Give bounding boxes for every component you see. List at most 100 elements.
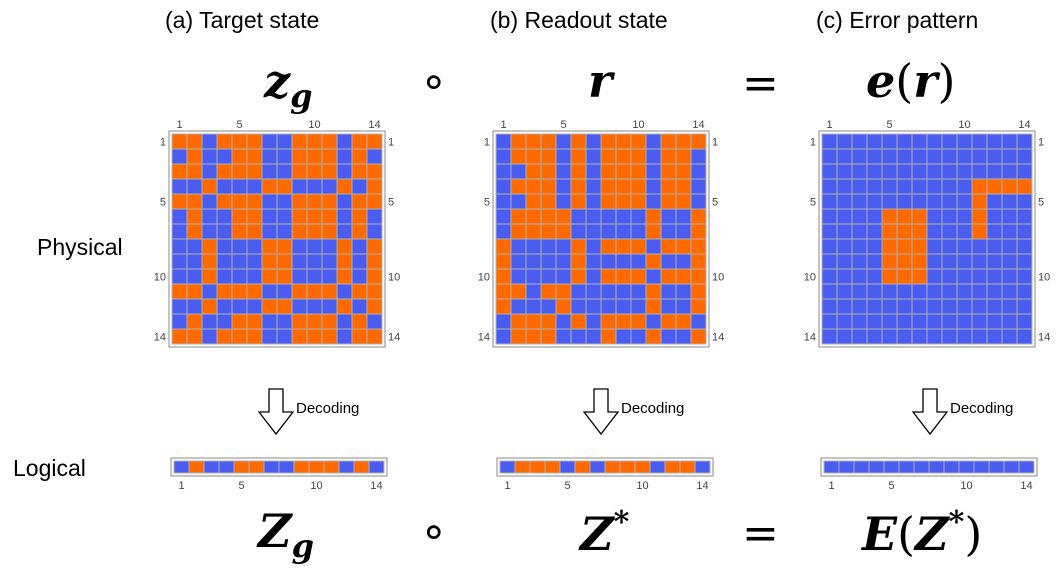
matrix-cell: [555, 133, 572, 150]
matrix-cell: [1001, 253, 1018, 270]
matrix-cell: [216, 208, 233, 225]
matrix-cell: [926, 178, 943, 195]
matrix-cell: [186, 133, 203, 150]
matrix-cell: [690, 223, 707, 240]
matrix-cell: [896, 193, 913, 210]
logical-cell: [188, 460, 205, 474]
matrix-cell: [495, 298, 512, 315]
logical-cell: [634, 460, 651, 474]
matrix-cell: [351, 223, 368, 240]
matrix-cell: [276, 178, 293, 195]
matrix-cell: [896, 268, 913, 285]
matrix-cell: [690, 148, 707, 165]
matrix-cell: [555, 208, 572, 225]
logical-cell: [604, 460, 621, 474]
matrix-cell: [171, 193, 188, 210]
matrix-cell: [675, 253, 692, 270]
matrix-cell: [276, 313, 293, 330]
matrix-cell: [866, 193, 883, 210]
matrix-cell: [231, 178, 248, 195]
panel-b-title: (b) Readout state: [490, 7, 668, 33]
logical-cell: [868, 460, 885, 474]
matrix-cell: [956, 313, 973, 330]
logical-cell: [898, 460, 915, 474]
matrix-cell: [261, 148, 278, 165]
matrix-cell: [336, 223, 353, 240]
matrix-cell: [570, 253, 587, 270]
matrix-cell: [645, 283, 662, 300]
logical-cell: [353, 460, 370, 474]
matrix-cell: [261, 178, 278, 195]
matrix-cell: [956, 328, 973, 345]
matrix-cell: [971, 328, 988, 345]
logical-cell: [544, 460, 561, 474]
down-arrow-icon: [911, 388, 949, 436]
matrix-cell: [971, 298, 988, 315]
matrix-cell: [495, 238, 512, 255]
decoding-arrow-c: [911, 388, 949, 441]
matrix-cell: [836, 178, 853, 195]
matrix-cell: [896, 283, 913, 300]
matrix-cell: [911, 238, 928, 255]
matrix-cell: [956, 268, 973, 285]
matrix-cell: [821, 253, 838, 270]
matrix-cell: [911, 253, 928, 270]
matrix-cell: [495, 208, 512, 225]
matrix-cell: [851, 283, 868, 300]
matrix-cell: [306, 253, 323, 270]
matrix-cell: [866, 148, 883, 165]
matrix-cell: [896, 238, 913, 255]
matrix-cell: [941, 178, 958, 195]
matrix-cell: [926, 268, 943, 285]
logical-cell: [233, 460, 250, 474]
matrix-cell: [171, 238, 188, 255]
matrix-cell: [570, 268, 587, 285]
matrix-cell: [615, 193, 632, 210]
matrix-cell: [291, 328, 308, 345]
matrix-cell: [306, 208, 323, 225]
matrix-cell: [366, 238, 383, 255]
matrix-cell: [630, 148, 647, 165]
matrix-cell: [510, 148, 527, 165]
matrix-cell: [555, 178, 572, 195]
matrix-cell: [675, 238, 692, 255]
matrix-cell: [510, 268, 527, 285]
matrix-cell: [276, 238, 293, 255]
matrix-cell: [911, 313, 928, 330]
matrix-cell: [821, 223, 838, 240]
matrix-cell: [171, 208, 188, 225]
matrix-cell: [941, 208, 958, 225]
matrix-cell: [690, 208, 707, 225]
matrix-cell: [836, 313, 853, 330]
matrix-cell: [246, 328, 263, 345]
tick-label-top: 14: [692, 119, 704, 131]
matrix-cell: [1016, 268, 1033, 285]
matrix-cell: [525, 208, 542, 225]
down-arrow-icon: [582, 388, 620, 436]
tick-label-right: 5: [388, 197, 394, 209]
matrix-cell: [570, 133, 587, 150]
matrix-cell: [986, 238, 1003, 255]
matrix-cell: [540, 223, 557, 240]
matrix-cell: [690, 268, 707, 285]
tick-label-right: 14: [1038, 332, 1050, 344]
matrix-cell: [986, 253, 1003, 270]
matrix-cell: [690, 133, 707, 150]
matrix-cell: [600, 313, 617, 330]
matrix-cell: [600, 178, 617, 195]
matrix-cell: [986, 328, 1003, 345]
matrix-cell: [971, 178, 988, 195]
matrix-cell: [321, 328, 338, 345]
matrix-cell: [261, 163, 278, 180]
tick-label-top: 1: [500, 119, 506, 131]
matrix-cell: [630, 178, 647, 195]
matrix-cell: [495, 268, 512, 285]
matrix-cell: [971, 133, 988, 150]
matrix-cell: [866, 208, 883, 225]
matrix-cell: [881, 223, 898, 240]
matrix-cell: [291, 298, 308, 315]
tick-label-right: 5: [1038, 197, 1044, 209]
top-equals-operator: =: [742, 58, 779, 109]
matrix-cell: [585, 328, 602, 345]
matrix-cell: [1001, 313, 1018, 330]
